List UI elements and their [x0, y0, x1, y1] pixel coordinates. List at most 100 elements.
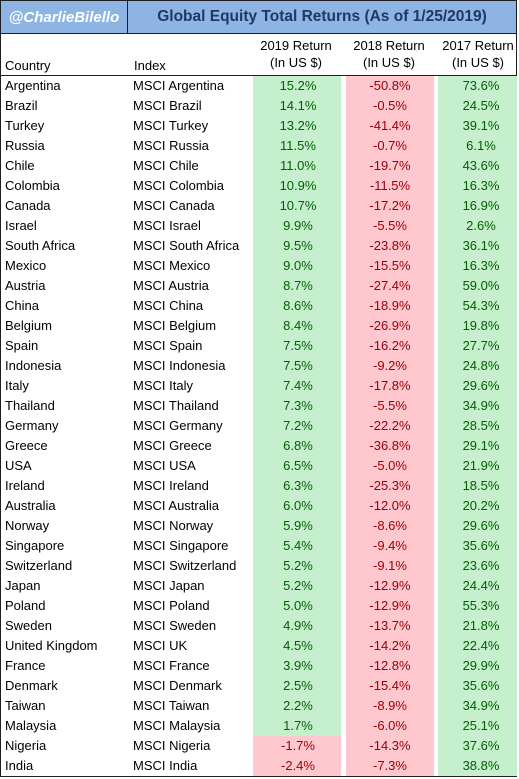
return-2017-cell: 27.7% [462, 338, 500, 353]
return-2019-fill [253, 456, 341, 476]
table-row: Australia MSCI Australia 6.0% -12.0% 20.2% [1, 496, 517, 516]
return-2019-cell: -1.7% [281, 738, 315, 753]
country-cell: Belgium [5, 318, 52, 333]
return-2019-fill [253, 496, 341, 516]
return-2018-cell: -6.0% [373, 718, 407, 733]
return-2018-fill [346, 456, 434, 476]
return-2019-fill [253, 156, 341, 176]
return-2017-cell: 35.6% [462, 678, 500, 693]
return-2017-fill [438, 276, 517, 296]
index-cell: MSCI Poland [133, 598, 210, 613]
return-2018-fill [346, 256, 434, 276]
return-2018-fill [346, 496, 434, 516]
index-cell: MSCI Brazil [133, 98, 202, 113]
return-2017-fill [438, 396, 517, 416]
table-row: China MSCI China 8.6% -18.9% 54.3% [1, 296, 517, 316]
return-2018-cell: -5.5% [373, 218, 407, 233]
return-2019-fill [253, 616, 341, 636]
header-2017-line2: (In US $) [451, 55, 504, 70]
return-2017-fill [438, 516, 517, 536]
return-2017-fill [438, 76, 517, 96]
country-cell: Taiwan [5, 698, 46, 713]
return-2019-fill [253, 276, 341, 296]
return-2019-fill [253, 336, 341, 356]
return-2019-cell: 5.0% [283, 598, 313, 613]
return-2018-fill [346, 356, 434, 376]
return-2019-cell: 9.0% [283, 258, 313, 273]
return-2017-cell: 35.6% [462, 538, 500, 553]
country-cell: Singapore [5, 538, 65, 553]
table-row: USA MSCI USA 6.5% -5.0% 21.9% [1, 456, 517, 476]
return-2017-cell: 34.9% [462, 398, 500, 413]
index-cell: MSCI Japan [133, 578, 205, 593]
country-cell: Poland [5, 598, 46, 613]
country-cell: Mexico [5, 258, 47, 273]
index-cell: MSCI Russia [133, 138, 209, 153]
country-cell: Thailand [5, 398, 55, 413]
table-row: Denmark MSCI Denmark 2.5% -15.4% 35.6% [1, 676, 517, 696]
header-2018-line1: 2018 Return [353, 38, 425, 53]
index-cell: MSCI Chile [133, 158, 199, 173]
country-cell: Argentina [5, 78, 61, 93]
return-2019-cell: 2.5% [283, 678, 313, 693]
index-cell: MSCI Malaysia [133, 718, 221, 733]
return-2017-fill [438, 456, 517, 476]
return-2019-cell: 6.0% [283, 498, 313, 513]
return-2018-fill [346, 636, 434, 656]
title-row: @CharlieBilello Global Equity Total Retu… [0, 0, 517, 34]
return-2019-fill [253, 396, 341, 416]
table-row: Switzerland MSCI Switzerland 5.2% -9.1% 23.6… [1, 556, 517, 576]
return-2018-fill [346, 196, 434, 216]
index-cell: MSCI Austria [133, 278, 209, 293]
return-2017-fill [438, 216, 517, 236]
country-cell: Italy [5, 378, 29, 393]
return-2018-cell: -9.1% [373, 558, 407, 573]
return-2017-cell: 38.8% [462, 758, 500, 773]
return-2019-cell: 1.7% [283, 718, 313, 733]
return-2017-cell: 20.2% [462, 498, 500, 513]
return-2018-cell: -12.0% [369, 498, 411, 513]
return-2019-fill [253, 296, 341, 316]
return-2017-fill [438, 576, 517, 596]
return-2019-cell: 3.9% [283, 658, 313, 673]
return-2017-fill [438, 236, 517, 256]
return-2017-fill [438, 196, 517, 216]
table-row: India MSCI India -2.4% -7.3% 38.8% [1, 756, 517, 776]
country-cell: Switzerland [5, 558, 73, 573]
return-2018-fill [346, 516, 434, 536]
return-2019-fill [253, 736, 341, 756]
return-2018-fill [346, 216, 434, 236]
return-2017-cell: 16.3% [462, 178, 500, 193]
return-2018-cell: -13.7% [369, 618, 411, 633]
country-cell: Norway [5, 518, 50, 533]
return-2018-fill [346, 616, 434, 636]
index-cell: MSCI Colombia [133, 178, 225, 193]
return-2017-fill [438, 556, 517, 576]
table-row: Nigeria MSCI Nigeria -1.7% -14.3% 37.6% [1, 736, 517, 756]
country-cell: Spain [5, 338, 39, 353]
return-2019-fill [253, 196, 341, 216]
return-2019-fill [253, 696, 341, 716]
country-cell: Colombia [5, 178, 60, 193]
return-2017-cell: 21.8% [462, 618, 500, 633]
index-cell: MSCI Argentina [133, 78, 225, 93]
table-row: Taiwan MSCI Taiwan 2.2% -8.9% 34.9% [1, 696, 517, 716]
table-row: Sweden MSCI Sweden 4.9% -13.7% 21.8% [1, 616, 517, 636]
return-2018-cell: -8.9% [373, 698, 407, 713]
return-2017-cell: 37.6% [462, 738, 500, 753]
return-2018-fill [346, 316, 434, 336]
return-2018-fill [346, 76, 434, 96]
country-cell: United Kingdom [5, 638, 98, 653]
return-2017-cell: 43.6% [462, 158, 500, 173]
table-row: Mexico MSCI Mexico 9.0% -15.5% 16.3% [1, 256, 517, 276]
return-2019-cell: 8.6% [283, 298, 313, 313]
return-2018-cell: -8.6% [373, 518, 407, 533]
header-index: Index [134, 58, 166, 73]
country-cell: Malaysia [5, 718, 57, 733]
return-2017-fill [438, 436, 517, 456]
return-2019-cell: 6.5% [283, 458, 313, 473]
return-2017-fill [438, 156, 517, 176]
index-cell: MSCI Australia [133, 498, 219, 513]
return-2017-cell: 21.9% [462, 458, 500, 473]
